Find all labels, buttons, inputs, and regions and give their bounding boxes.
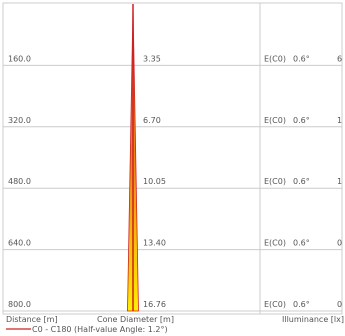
- chart-border: [2, 2, 343, 315]
- illuminance-angle: 0.6°: [293, 239, 310, 248]
- illuminance-angle: 0.6°: [293, 54, 310, 63]
- illuminance-value: 1: [337, 177, 342, 186]
- illuminance-axis-label: Illuminance [lx]: [282, 315, 344, 324]
- distance-value: 640.0: [8, 239, 31, 248]
- row-lines: [3, 64, 342, 312]
- illuminance-angle: 0.6°: [293, 177, 310, 186]
- distance-value: 480.0: [8, 177, 31, 186]
- illuminance-value: 0: [337, 239, 342, 248]
- illuminance-label: E(C0): [264, 54, 286, 63]
- distance-value: 800.0: [8, 300, 31, 309]
- diameter-value: 6.70: [143, 116, 161, 125]
- diameter-value: 16.76: [143, 300, 166, 309]
- distance-value: 160.0: [8, 54, 31, 63]
- diameter-value: 13.40: [143, 239, 166, 248]
- distance-value: 320.0: [8, 116, 31, 125]
- illuminance-value: 1: [337, 116, 342, 125]
- illuminance-value: 6: [337, 54, 342, 63]
- illuminance-label: E(C0): [264, 116, 286, 125]
- illuminance-label: E(C0): [264, 239, 286, 248]
- diameter-value: 3.35: [143, 54, 161, 63]
- illuminance-angle: 0.6°: [293, 116, 310, 125]
- diameter-value: 10.05: [143, 177, 166, 186]
- illuminance-label: E(C0): [264, 300, 286, 309]
- illuminance-label: E(C0): [264, 177, 286, 186]
- distance-axis-label: Distance [m]: [6, 315, 58, 324]
- row-labels: 160.0 3.35 E(C0) 0.6° 6 320.0 6.70 E(C0) 0.6° 1 48…: [8, 54, 342, 309]
- diameter-axis-label: Cone Diameter [m]: [97, 315, 174, 324]
- illuminance-angle: 0.6°: [293, 300, 310, 309]
- illuminance-value: 0: [337, 300, 342, 309]
- legend-text: C0 - C180 (Half-value Angle: 1.2°): [32, 325, 168, 334]
